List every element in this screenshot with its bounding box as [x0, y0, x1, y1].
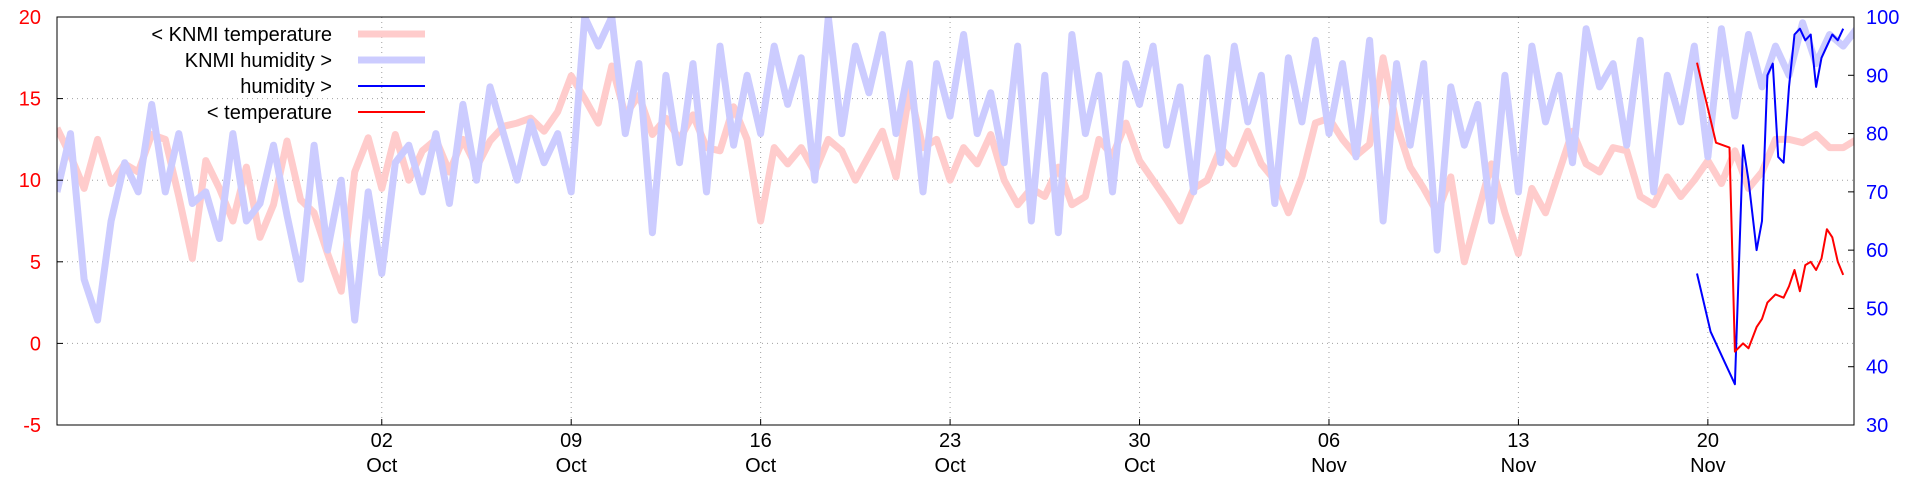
y-right-tick-label: 60 [1866, 240, 1888, 262]
x-tick-month-label: Oct [745, 455, 777, 477]
legend-label: humidity > [240, 76, 332, 98]
legend-label: < KNMI temperature [151, 24, 332, 46]
x-tick-month-label: Nov [1501, 455, 1537, 477]
x-tick-day-label: 30 [1128, 430, 1150, 452]
y-right-tick-label: 30 [1866, 415, 1888, 437]
x-tick-day-label: 06 [1318, 430, 1340, 452]
y-left-tick-label: -5 [23, 415, 41, 437]
grid [57, 17, 1854, 425]
axis-ticks: -5 0 5 10 15 20 30 40 50 60 70 80 90 100 02 Oct 09 Oct 16 O… [19, 7, 1900, 477]
x-tick-day-label: 02 [371, 430, 393, 452]
y-left-tick-label: 5 [30, 252, 41, 274]
x-tick-month-label: Oct [935, 455, 967, 477]
series-line-1 [57, 17, 1854, 324]
y-right-tick-label: 100 [1866, 7, 1899, 29]
y-left-tick-label: 0 [30, 333, 41, 355]
x-tick-month-label: Oct [1124, 455, 1156, 477]
y-left-tick-label: 20 [19, 7, 41, 29]
legend: < KNMI temperature KNMI humidity > humidit… [151, 24, 425, 124]
y-right-tick-label: 70 [1866, 182, 1888, 204]
y-left-tick-label: 10 [19, 170, 41, 192]
x-tick-month-label: Nov [1690, 455, 1726, 477]
x-tick-day-label: 13 [1507, 430, 1529, 452]
x-tick-month-label: Oct [366, 455, 398, 477]
x-tick-day-label: 09 [560, 430, 582, 452]
y-right-tick-label: 90 [1866, 65, 1888, 87]
y-right-tick-label: 50 [1866, 298, 1888, 320]
plot-frame [56, 16, 1855, 426]
x-tick-month-label: Nov [1311, 455, 1347, 477]
x-tick-month-label: Oct [556, 455, 588, 477]
y-left-tick-label: 15 [19, 89, 41, 111]
legend-label: < temperature [207, 102, 332, 124]
x-tick-day-label: 20 [1697, 430, 1719, 452]
series-layer [57, 17, 1854, 386]
x-tick-day-label: 16 [750, 430, 772, 452]
legend-label: KNMI humidity > [185, 50, 332, 72]
series-line-3 [1696, 62, 1845, 353]
y-right-tick-label: 40 [1866, 357, 1888, 379]
y-right-tick-label: 80 [1866, 124, 1888, 146]
series-line-2 [1696, 27, 1845, 386]
x-tick-day-label: 23 [939, 430, 961, 452]
